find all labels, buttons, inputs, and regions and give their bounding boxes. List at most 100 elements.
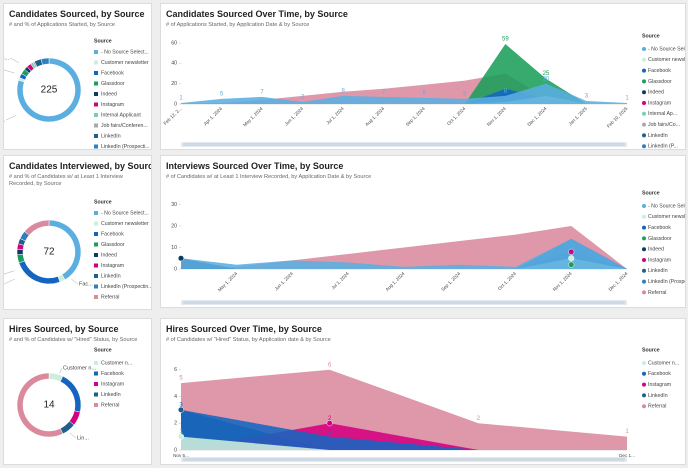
chart: 14 Customer n... Lin... Source Customer n...…: [16, 347, 132, 441]
legend-label: Customer n...: [648, 360, 679, 366]
legend-swatch: [94, 371, 98, 376]
panel: 14 Customer n... Lin... Source Customer n...…: [3, 318, 152, 465]
panel: 0 2 4 6 Nov 5... Dec 1... 5 6 2 1 2 3 1 1 Source Custom…: [160, 318, 686, 465]
legend-swatch: [642, 101, 646, 105]
panel-title: Hires Sourced Over Time, by Source: [166, 324, 322, 334]
scroll-thumb: [183, 301, 625, 304]
legend-label: LinkedIn: [101, 133, 121, 139]
y-tick-label: 6: [174, 367, 177, 373]
value-label: 25: [543, 71, 550, 77]
legend-swatch: [642, 290, 646, 295]
legend-label: Indeed: [101, 91, 117, 97]
x-tick-label: Aug 1, 2024: [385, 271, 406, 292]
chart: 0 10 20 30 May 1, 2024 Jun 1, 2024 Jul 1, 2024…: [171, 190, 686, 305]
legend-label: - No Source Select...: [101, 49, 149, 55]
chart: 225Snapc...L...Cus...Source- No Source S…: [4, 38, 150, 149]
legend-swatch: [642, 79, 646, 84]
panel: 72I...Glass...Fac...Source- No Source Se…: [3, 155, 152, 310]
legend-swatch: [642, 393, 646, 398]
legend-label: LinkedIn (Prospecting): [648, 279, 686, 285]
legend-swatch: [94, 102, 98, 107]
x-tick-label: Apr 1, 2024: [203, 106, 224, 127]
slice: [24, 219, 50, 236]
chart: 72I...Glass...Fac...Source- No Source Se…: [4, 199, 151, 300]
value-label: 7: [260, 89, 264, 95]
value-label: 3: [179, 402, 183, 408]
value-label: 1: [328, 429, 332, 435]
y-tick-label: 0: [174, 266, 177, 272]
legend-label: LinkedIn (P...: [648, 144, 678, 150]
area: [181, 83, 627, 104]
legend-swatch: [642, 111, 646, 116]
leader-line: [5, 115, 17, 121]
legend-label: Customer newsletter: [101, 60, 149, 66]
x-tick-label: Dec 1...: [619, 453, 635, 458]
value-label: 7: [382, 89, 386, 95]
marker: [177, 433, 185, 440]
legend-label: Customer newsletter: [101, 221, 149, 227]
value-label: 5: [220, 91, 224, 97]
legend-swatch: [94, 221, 98, 226]
value-label: 1: [625, 96, 629, 102]
legend-label: Instagram: [648, 257, 671, 263]
x-tick-label: Oct 1, 2024: [497, 271, 518, 292]
legend-swatch: [94, 284, 98, 289]
y-tick-label: 2: [174, 421, 177, 427]
legend-label: Instagram: [101, 102, 124, 108]
area: [181, 409, 627, 450]
value-label: 6: [423, 90, 427, 96]
marker: [326, 420, 333, 427]
value-label: 5: [179, 376, 183, 382]
legend-swatch: [642, 268, 646, 273]
slice-label: Cus...: [4, 117, 5, 123]
scroll-thumb: [183, 143, 625, 146]
panel: 0 10 20 30 May 1, 2024 Jun 1, 2024 Jul 1, 2024…: [160, 155, 686, 308]
legend-label: Customer newsletter: [648, 214, 686, 220]
marker: [568, 248, 575, 255]
legend-swatch: [642, 133, 646, 138]
panel-title: Candidates Interviewed, by Source: [9, 161, 152, 171]
slice: [16, 372, 64, 438]
legend-label: Indeed: [648, 247, 664, 253]
panel-subtitle: # of Candidates w/ at Least 1 Interview …: [166, 174, 372, 180]
legend-title: Source: [642, 33, 660, 39]
leader-line: [4, 270, 15, 275]
legend-swatch: [642, 57, 646, 62]
legend-swatch: [642, 247, 646, 252]
legend-label: Instagram: [101, 381, 124, 387]
value-label: 8: [342, 88, 346, 94]
legend-swatch: [642, 90, 646, 95]
legend-label: Glassdoor: [101, 81, 125, 87]
marker: [568, 255, 575, 262]
legend-swatch: [94, 382, 98, 386]
legend-label: Facebook: [101, 371, 124, 377]
chart: 0 20 40 60 Feb 12, 2... Apr 1, 2024 May 1, 202…: [163, 33, 685, 150]
legend-label: Referral: [648, 290, 666, 296]
legend-title: Source: [94, 347, 112, 353]
panel-subtitle: # of Applications Started, by Applicatio…: [166, 22, 310, 28]
value-label: 1: [625, 429, 629, 435]
x-tick-label: Nov 1, 2024: [552, 271, 573, 292]
x-tick-label: Jun 1, 2024: [284, 106, 305, 127]
slice-label: Customer n...: [63, 365, 96, 371]
legend-label: Glassdoor: [101, 242, 125, 248]
legend-swatch: [642, 371, 646, 376]
marker: [568, 261, 575, 268]
center-total: 72: [43, 247, 55, 258]
legend-label: Facebook: [648, 371, 671, 377]
value-label: 8: [504, 88, 508, 94]
legend-swatch: [94, 361, 98, 365]
legend-swatch: [94, 81, 98, 86]
area: [181, 238, 627, 269]
legend-label: Internal Applicant: [101, 112, 141, 118]
legend-swatch: [642, 47, 646, 51]
legend-label: Instagram: [101, 263, 124, 269]
legend-swatch: [642, 144, 646, 149]
value-label: 2: [301, 95, 305, 101]
x-tick-label: Nov 5...: [173, 453, 189, 458]
y-tick-label: 0: [174, 447, 177, 453]
value-label: 20: [543, 76, 550, 82]
x-tick-label: Feb 12, 2...: [163, 106, 183, 126]
x-tick-label: Nov 1, 2024: [486, 106, 507, 127]
legend-label: Indeed: [648, 90, 664, 96]
